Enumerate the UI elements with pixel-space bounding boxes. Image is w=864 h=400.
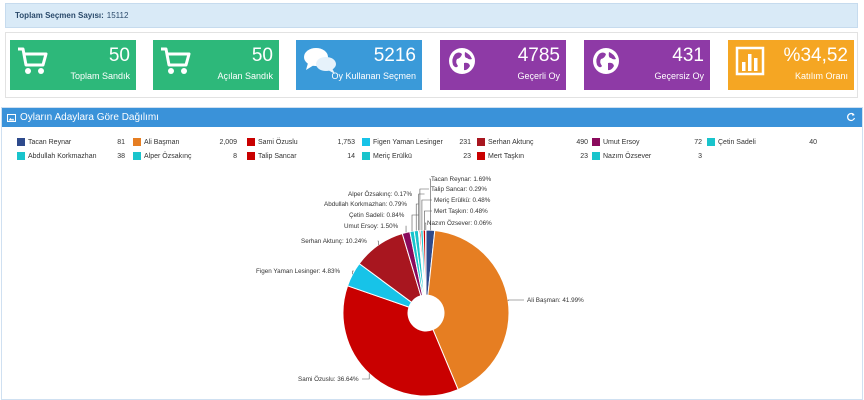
stat-label: Toplam Sandık bbox=[70, 71, 130, 81]
image-icon bbox=[7, 113, 16, 122]
legend-name: Figen Yaman Lesinger bbox=[373, 139, 443, 146]
total-voters-label: Toplam Seçmen Sayısı: bbox=[15, 11, 104, 20]
legend-name: Alper Özsakınç bbox=[144, 153, 192, 160]
stat-label: Geçerli Oy bbox=[517, 71, 560, 81]
legend-swatch bbox=[592, 152, 600, 160]
legend-swatch bbox=[247, 152, 255, 160]
stat-label: Geçersiz Oy bbox=[654, 71, 704, 81]
legend-name: Mert Taşkın bbox=[488, 153, 525, 160]
legend-swatch bbox=[592, 138, 600, 146]
stat-value: %34,52 bbox=[783, 45, 848, 66]
legend-value: 1,753 bbox=[337, 139, 355, 146]
legend-item[interactable]: Sami Özuslu 1,753 bbox=[247, 137, 357, 148]
legend-name: Serhan Aktunç bbox=[488, 139, 534, 146]
legend-item[interactable]: Çetin Sadeli 40 bbox=[707, 137, 819, 148]
legend-name: Abdullah Korkmazhan bbox=[28, 153, 97, 160]
globe-icon bbox=[591, 46, 621, 81]
stats-row: 50 Toplam Sandık 50 Açılan Sandık 5216 Oy Kul… bbox=[5, 32, 858, 98]
legend-item[interactable]: Mert Taşkın 23 bbox=[477, 151, 590, 162]
legend-swatch bbox=[133, 152, 141, 160]
legend-name: Çetin Sadeli bbox=[718, 139, 756, 146]
legend-name: Umut Ersoy bbox=[603, 139, 640, 146]
total-voters-bar: Toplam Seçmen Sayısı: 15112 bbox=[5, 3, 858, 28]
legend-name: Meriç Erülkü bbox=[373, 153, 412, 160]
legend-value: 72 bbox=[694, 139, 702, 146]
legend-value: 23 bbox=[463, 153, 471, 160]
legend-item[interactable]: Nazım Özsever 3 bbox=[592, 151, 704, 162]
legend-name: Nazım Özsever bbox=[603, 153, 652, 160]
legend-item[interactable]: Talip Sancar 14 bbox=[247, 151, 357, 162]
legend-name: Talip Sancar bbox=[258, 153, 297, 160]
legend-item[interactable]: Figen Yaman Lesinger 231 bbox=[362, 137, 473, 148]
legend-value: 8 bbox=[233, 153, 237, 160]
legend-item[interactable]: Ali Başman 2,009 bbox=[133, 137, 239, 148]
stat-card: 431 Geçersiz Oy bbox=[584, 40, 710, 90]
chart-panel-title: Oyların Adaylara Göre Dağılımı bbox=[20, 112, 159, 123]
legend-value: 2,009 bbox=[219, 139, 237, 146]
stat-card: %34,52 Katılım Oranı bbox=[728, 40, 854, 90]
stat-label: Açılan Sandık bbox=[217, 71, 273, 81]
legend-swatch bbox=[133, 138, 141, 146]
legend-value: 40 bbox=[809, 139, 817, 146]
legend-value: 23 bbox=[580, 153, 588, 160]
legend-value: 490 bbox=[576, 139, 588, 146]
legend-name: Ali Başman bbox=[144, 139, 180, 146]
legend-name: Tacan Reynar bbox=[28, 139, 72, 146]
legend-swatch bbox=[362, 152, 370, 160]
legend-swatch bbox=[247, 138, 255, 146]
stat-label: Oy Kullanan Seçmen bbox=[331, 71, 416, 81]
bar-chart-icon bbox=[735, 46, 765, 81]
chart-panel-header: Oyların Adaylara Göre Dağılımı bbox=[2, 108, 862, 127]
chat-bubbles-icon bbox=[303, 46, 337, 81]
stat-value: 5216 bbox=[373, 45, 416, 66]
cart-icon bbox=[160, 46, 192, 81]
legend-item[interactable]: Abdullah Korkmazhan 38 bbox=[17, 151, 127, 162]
refresh-icon[interactable] bbox=[846, 112, 856, 122]
globe-icon bbox=[447, 46, 477, 81]
legend-value: 38 bbox=[117, 153, 125, 160]
legend-item[interactable]: Umut Ersoy 72 bbox=[592, 137, 704, 148]
stat-label: Katılım Oranı bbox=[794, 71, 848, 81]
stat-value: 50 bbox=[108, 45, 130, 66]
legend-swatch bbox=[477, 152, 485, 160]
legend-swatch bbox=[17, 152, 25, 160]
stat-value: 50 bbox=[251, 45, 273, 66]
cart-icon bbox=[17, 46, 49, 81]
stat-card: 4785 Geçerli Oy bbox=[440, 40, 566, 90]
legend-name: Sami Özuslu bbox=[258, 139, 298, 146]
total-voters-value: 15112 bbox=[106, 11, 129, 20]
stat-card: 5216 Oy Kullanan Seçmen bbox=[296, 40, 422, 90]
legend-item[interactable]: Serhan Aktunç 490 bbox=[477, 137, 590, 148]
legend-item[interactable]: Meriç Erülkü 23 bbox=[362, 151, 473, 162]
stat-value: 431 bbox=[672, 45, 704, 66]
stat-card: 50 Toplam Sandık bbox=[10, 40, 136, 90]
legend-value: 3 bbox=[698, 153, 702, 160]
legend-item[interactable]: Alper Özsakınç 8 bbox=[133, 151, 239, 162]
legend-swatch bbox=[17, 138, 25, 146]
legend-swatch bbox=[477, 138, 485, 146]
legend-value: 231 bbox=[459, 139, 471, 146]
stat-value: 4785 bbox=[517, 45, 560, 66]
legend-swatch bbox=[362, 138, 370, 146]
legend-value: 14 bbox=[347, 153, 355, 160]
legend-value: 81 bbox=[117, 139, 125, 146]
legend-swatch bbox=[707, 138, 715, 146]
stat-card: 50 Açılan Sandık bbox=[153, 40, 279, 90]
legend-item[interactable]: Tacan Reynar 81 bbox=[17, 137, 127, 148]
